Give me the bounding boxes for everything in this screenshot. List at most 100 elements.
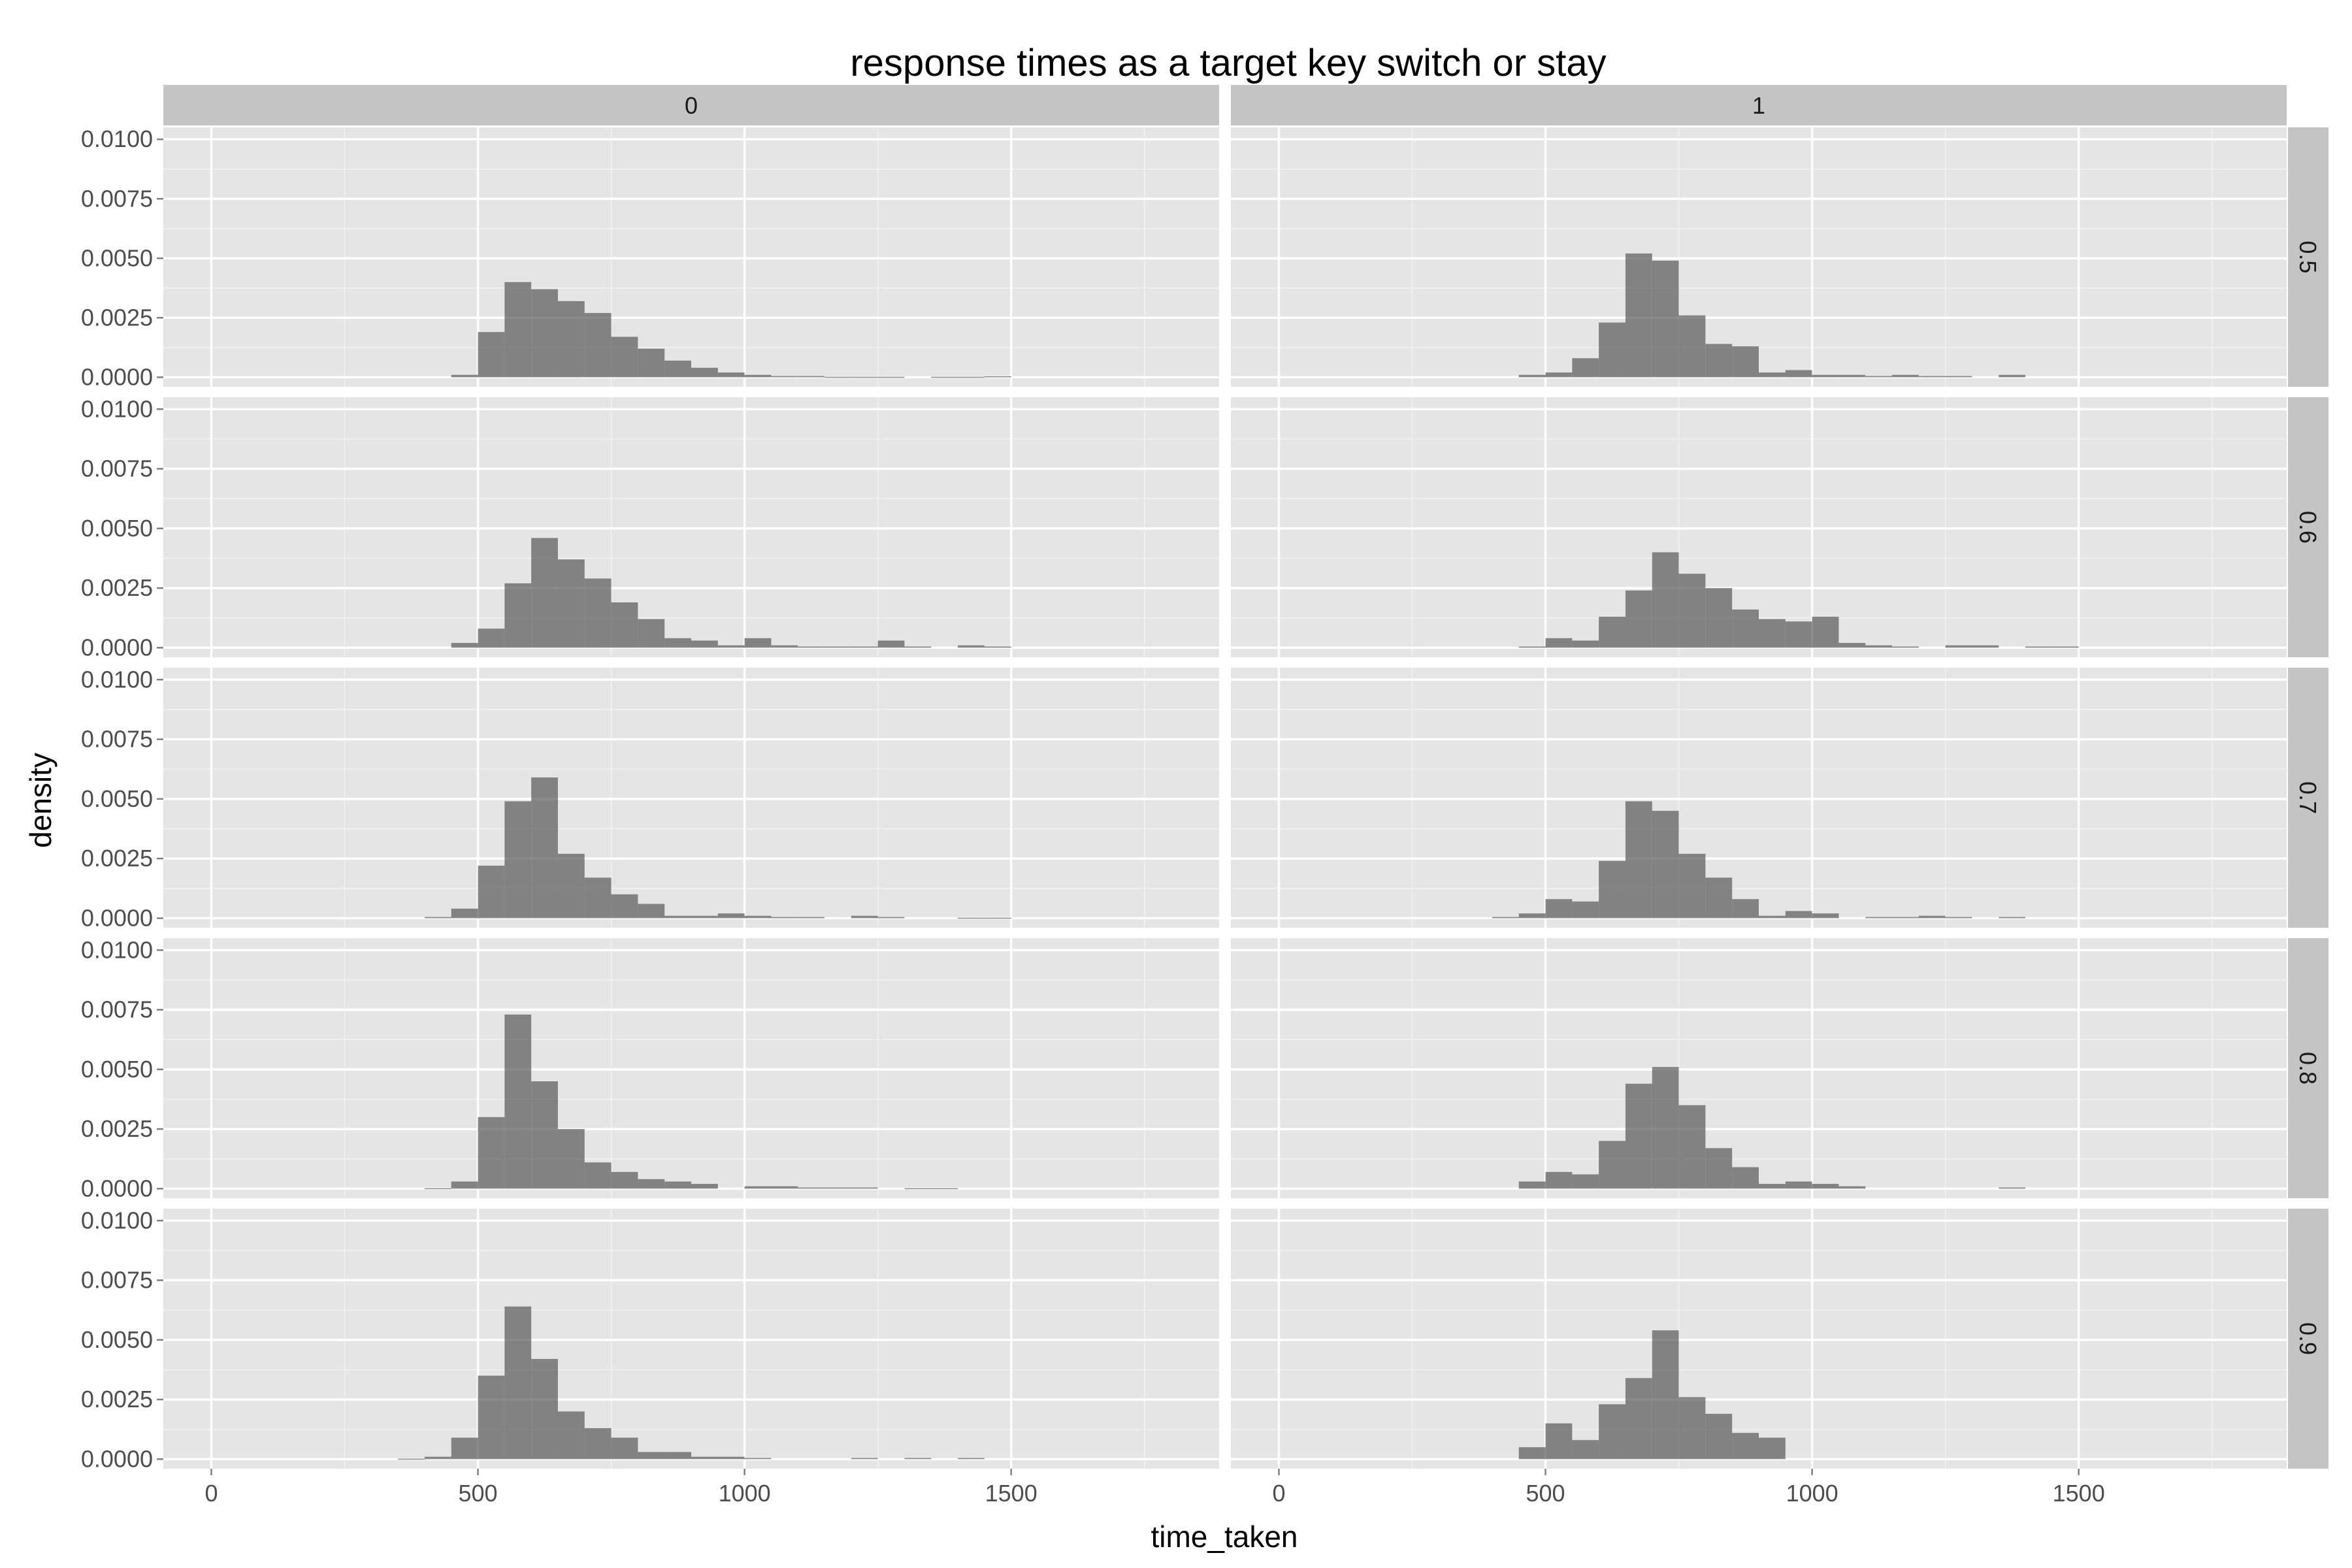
histogram-bar [825,1187,851,1189]
strip-right-label-0: 0.5 [2295,240,2321,273]
panel-background [163,397,1219,657]
histogram-bar [1572,901,1599,919]
y-tick-label: 0.0025 [81,845,153,872]
y-tick-label: 0.0025 [81,304,153,331]
histogram-bar [851,1187,878,1189]
strip-right-0 [2288,127,2328,387]
strip-right-3 [2288,938,2328,1198]
histogram-bar [424,1456,451,1460]
histogram-bar [1999,1187,2026,1189]
histogram-bar [1599,1404,1625,1460]
chart-title: response times as a target key switch or… [850,42,1606,84]
panel-1-2 [1231,668,2287,928]
histogram-bar [1625,253,1652,378]
histogram-bar [638,904,665,919]
histogram-bar [638,348,665,378]
histogram-bar [877,376,905,378]
histogram-bar [1518,374,1546,378]
histogram-bar [1812,1184,1839,1189]
y-tick-label: 0.0100 [81,395,153,422]
histogram-bar [1732,899,1759,919]
histogram-bar [1785,370,1812,378]
histogram-bar [1705,1148,1733,1189]
histogram-bar [851,646,878,648]
strip-right-label-2: 0.7 [2295,781,2321,814]
histogram-bar [1625,590,1652,648]
histogram-bar [1918,915,1946,919]
histogram-bar [691,1456,718,1460]
histogram-bar [478,1375,505,1460]
histogram-bar [1652,1067,1679,1189]
histogram-bar [584,1428,612,1460]
histogram-bar [531,1359,558,1460]
histogram-bar [1572,1174,1599,1189]
strip-top-label-0: 0 [685,92,698,119]
histogram-bar [1678,1397,1706,1460]
histogram-bar [584,313,612,378]
y-tick-label: 0.0100 [81,666,153,693]
panel-0-0 [163,127,1219,387]
histogram-bar [1492,917,1519,919]
histogram-bar [1865,917,1893,919]
histogram-bar [851,376,878,378]
y-tick-label: 0.0025 [81,1386,153,1413]
histogram-bar [1838,1186,1866,1189]
histogram-bar [557,1129,585,1189]
histogram-bar [478,332,505,378]
histogram-bar [1918,376,1946,378]
panel-0-2 [163,668,1219,928]
x-tick-label: 1000 [719,1480,771,1507]
histogram-bar [1945,645,1972,648]
histogram-bar [1785,621,1812,648]
histogram-bar [958,917,985,919]
histogram-bar [1652,1330,1679,1460]
histogram-bar [1625,1378,1652,1460]
histogram-bar [958,1458,985,1460]
histogram-bar [664,1452,691,1460]
panel-background [163,938,1219,1198]
histogram-bar [1999,374,2026,378]
y-axis-title: density [24,753,57,848]
histogram-bar [531,538,558,648]
histogram-bar [557,559,585,648]
histogram-bar [584,578,612,648]
histogram-bar [1812,374,1839,378]
y-tick-label: 0.0075 [81,996,153,1023]
histogram-bar [691,640,718,648]
y-tick-label: 0.0050 [81,244,153,271]
histogram-bar [1545,1171,1573,1189]
histogram-bar [851,1458,878,1460]
histogram-bar [851,915,878,919]
histogram-bar [1892,646,1919,648]
panel-0-1 [163,397,1219,657]
histogram-bar [1599,616,1625,648]
histogram-bar [771,645,798,648]
histogram-bar [1705,344,1733,378]
y-tick-label: 0.0000 [81,1175,153,1201]
x-axis-title: time_taken [1151,1520,1298,1554]
histogram-bar [771,1186,798,1189]
histogram-bar [531,1081,558,1189]
histogram-bar [1572,640,1599,648]
panel-background [1231,127,2287,387]
histogram-bar [424,917,451,919]
histogram-bar [611,894,638,919]
histogram-bar [877,917,905,919]
histogram-bar [717,913,745,919]
histogram-bar [798,646,825,648]
histogram-bar [904,1188,932,1190]
y-tick-label: 0.0100 [81,125,153,152]
strip-right-label-3: 0.8 [2295,1052,2321,1085]
histogram-bar [1625,801,1652,919]
strip-top-0 [163,85,1219,125]
histogram-bar [451,1437,478,1460]
histogram-bar [1865,376,1893,378]
histogram-bar [478,629,505,648]
histogram-bar [798,376,825,378]
y-tick-label: 0.0000 [81,634,153,661]
strip-top-label-1: 1 [1752,92,1765,119]
histogram-bar [664,915,691,919]
strip-right-label-4: 0.9 [2295,1322,2321,1355]
histogram-bar [984,646,1011,648]
